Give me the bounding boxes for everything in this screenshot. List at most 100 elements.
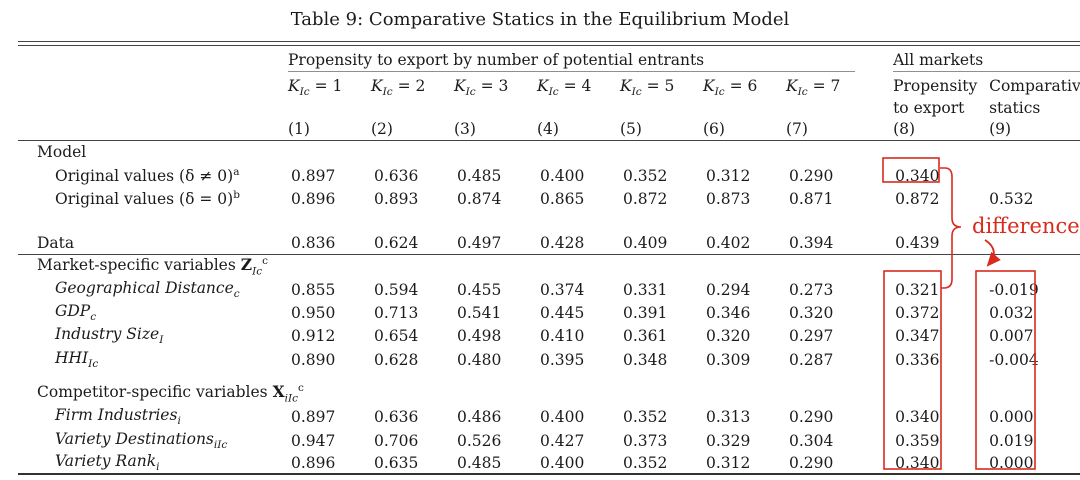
value-cell: 0.872	[623, 189, 668, 208]
value-cell: 0.309	[706, 350, 751, 369]
value-cell: 0.541	[457, 303, 502, 322]
table-row-original-delta-neq-0: Original values (δ ≠ 0)a 0.897 0.636 0.4…	[18, 164, 1080, 187]
value-cell: 0.352	[623, 408, 668, 426]
table-title: Table 9: Comparative Statics in the Equi…	[290, 9, 790, 30]
value-cell: 0.032	[989, 303, 1034, 322]
col-number: (2)	[371, 119, 454, 141]
col-number: (9)	[988, 119, 1080, 141]
value-cell: 0.313	[706, 408, 751, 426]
value-cell: 0.628	[374, 350, 419, 369]
value-cell: 0.871	[789, 189, 834, 208]
table-row-competitor-section: Competitor-specific variables XiIcc	[18, 382, 1080, 405]
col-header-k6: KIc = 6	[703, 77, 758, 99]
group-header-row: Propensity to export by number of potent…	[18, 47, 1080, 72]
value-cell: 0.347	[895, 327, 940, 345]
column-number-row: (1) (2) (3) (4) (5) (6) (7) (8) (9)	[18, 119, 1080, 141]
value-cell: 0.532	[989, 189, 1034, 208]
col-header-k2: KIc = 2	[371, 77, 426, 99]
value-cell	[988, 232, 1080, 255]
value-cell: 0.340	[895, 166, 940, 185]
value-cell: 0.297	[789, 327, 834, 345]
row-label: Geographical Distancec	[55, 278, 240, 301]
col-header-k3: KIc = 3	[454, 77, 509, 99]
value-cell: 0.019	[989, 431, 1034, 450]
value-cell: 0.428	[537, 232, 620, 255]
value-cell: -0.004	[989, 350, 1039, 369]
empty-corner	[18, 119, 288, 141]
empty-corner	[18, 72, 288, 119]
value-cell: 0.624	[371, 232, 454, 255]
value-cell: 0.007	[989, 327, 1034, 345]
value-cell: 0.896	[291, 189, 336, 208]
section-label: Market-specific variables ZIcc	[37, 255, 268, 278]
value-cell: 0.312	[703, 452, 786, 476]
empty-corner	[18, 47, 288, 72]
value-cell: 0.865	[540, 189, 585, 208]
value-cell: 0.395	[540, 350, 585, 369]
value-cell: 0.485	[457, 166, 502, 185]
value-cell: 0.321	[895, 280, 940, 299]
value-cell: 0.329	[706, 431, 751, 450]
value-cell: 0.855	[291, 280, 336, 299]
value-cell: 0.498	[457, 327, 502, 345]
value-cell: 0.273	[789, 280, 834, 299]
value-cell: 0.290	[789, 166, 834, 185]
row-label: Original values (δ = 0)b	[55, 188, 240, 209]
value-cell: 0.427	[540, 431, 585, 450]
difference-annotation-label: difference	[972, 214, 1080, 238]
table-row-variety-rank: Variety Ranki 0.896 0.635 0.485 0.400 0.…	[18, 452, 1080, 476]
col-number: (6)	[703, 119, 786, 141]
value-cell: 0.950	[291, 303, 336, 322]
col-number: (8)	[869, 119, 989, 141]
row-label: Variety DestinationsiIc	[55, 429, 228, 452]
table-row-model-section: Model	[18, 140, 1080, 164]
table-row-data: Data 0.836 0.624 0.497 0.428 0.409 0.402…	[18, 232, 1080, 255]
value-cell: 0.897	[291, 166, 336, 185]
value-cell	[988, 164, 1080, 187]
section-label: Model	[37, 143, 87, 162]
value-cell: 0.359	[895, 431, 940, 450]
value-cell: 0.890	[291, 350, 336, 369]
value-cell: 0.497	[454, 232, 537, 255]
column-header-row: KIc = 1 KIc = 2 KIc = 3 KIc = 4 KIc = 5 …	[18, 72, 1080, 119]
row-label: Industry SizeI	[55, 325, 164, 347]
section-label: Competitor-specific variables XiIcc	[37, 382, 304, 405]
value-cell: 0.400	[540, 408, 585, 426]
value-cell: 0.455	[457, 280, 502, 299]
entrants-group-header: Propensity to export by number of potent…	[288, 47, 869, 72]
table-row-geographical-distance: Geographical Distancec 0.855 0.594 0.455…	[18, 278, 1080, 301]
value-cell: 0.304	[789, 431, 834, 450]
col-number: (3)	[454, 119, 537, 141]
value-cell: 0.874	[457, 189, 502, 208]
value-cell: 0.654	[374, 327, 419, 345]
value-cell: 0.394	[786, 232, 870, 255]
value-cell: 0.439	[869, 232, 989, 255]
value-cell: 0.373	[623, 431, 668, 450]
value-cell: 0.896	[288, 452, 371, 476]
value-cell: 0.290	[786, 452, 870, 476]
row-label: Variety Ranki	[18, 452, 288, 476]
col-header-comparative: Comparative statics	[989, 77, 1080, 117]
value-cell: 0.402	[703, 232, 786, 255]
table-row-firm-industries: Firm Industriesi 0.897 0.636 0.486 0.400…	[18, 405, 1080, 429]
value-cell: 0.713	[374, 303, 419, 322]
value-cell: 0.873	[706, 189, 751, 208]
value-cell: -0.019	[989, 280, 1039, 299]
col-header-k5: KIc = 5	[620, 77, 675, 99]
value-cell: 0.635	[371, 452, 454, 476]
value-cell: 0.410	[540, 327, 585, 345]
value-cell: 0.485	[454, 452, 537, 476]
value-cell: 0.294	[706, 280, 751, 299]
value-cell: 0.893	[374, 189, 419, 208]
value-cell: 0.312	[706, 166, 751, 185]
value-cell: 0.340	[895, 408, 940, 426]
row-label: HHIIc	[55, 348, 99, 371]
col-header-k7: KIc = 7	[786, 77, 841, 99]
value-cell: 0.320	[789, 303, 834, 322]
value-cell: 0.480	[457, 350, 502, 369]
table-row-hhi: HHIIc 0.890 0.628 0.480 0.395 0.348 0.30…	[18, 348, 1080, 371]
value-cell: 0.352	[623, 166, 668, 185]
table-row-gdp: GDPc 0.950 0.713 0.541 0.445 0.391 0.346…	[18, 301, 1080, 324]
value-cell: 0.287	[789, 350, 834, 369]
